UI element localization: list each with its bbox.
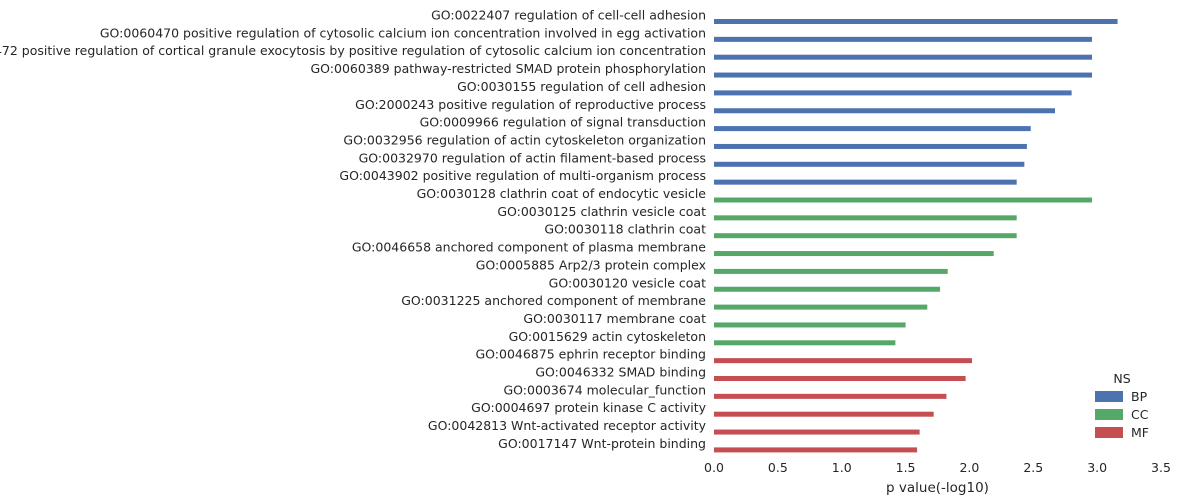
bar-bp <box>714 36 1093 42</box>
x-tick-label: 0.0 <box>704 460 724 475</box>
bar-cc <box>714 251 994 257</box>
legend-swatch-cc <box>1095 409 1123 420</box>
legend-title: NS <box>1113 371 1130 386</box>
bars-group <box>714 19 1118 453</box>
legend-label-mf: MF <box>1131 425 1149 440</box>
category-label: GO:0003674 molecular_function <box>503 382 706 397</box>
legend-label-cc: CC <box>1131 407 1149 422</box>
category-label: GO:0046658 anchored component of plasma … <box>352 240 706 255</box>
category-label: GO:0030125 clathrin vesicle coat <box>497 204 706 219</box>
bar-bp <box>714 72 1093 78</box>
category-labels: GO:0022407 regulation of cell-cell adhes… <box>0 8 707 451</box>
bar-mf <box>714 411 934 417</box>
category-label: GO:0060389 pathway-restricted SMAD prote… <box>310 61 706 76</box>
bar-bp <box>714 126 1031 132</box>
category-label: GO:0042813 Wnt-activated receptor activi… <box>428 418 707 433</box>
bar-bp <box>714 143 1027 149</box>
legend-swatch-bp <box>1095 391 1123 402</box>
x-tick-label: 0.5 <box>768 460 788 475</box>
bar-mf <box>714 429 920 435</box>
category-label: GO:0030118 clathrin coat <box>544 222 706 237</box>
bar-cc <box>714 215 1017 221</box>
legend-swatch-mf <box>1095 427 1123 438</box>
legend-label-bp: BP <box>1131 389 1148 404</box>
category-label: GO:0031225 anchored component of membran… <box>401 293 706 308</box>
bar-bp <box>714 108 1055 114</box>
category-label: GO:0060470 positive regulation of cytoso… <box>100 25 706 40</box>
category-label: GO:0046332 SMAD binding <box>535 365 706 380</box>
x-tick-label: 2.0 <box>959 460 979 475</box>
category-label: GO:0030155 regulation of cell adhesion <box>457 79 706 94</box>
bar-cc <box>714 197 1093 203</box>
legend: NS BP CC MF <box>1095 371 1149 440</box>
bar-cc <box>714 304 928 310</box>
x-tick-label: 1.5 <box>896 460 916 475</box>
bar-cc <box>714 340 896 346</box>
category-label: GO:0015629 actin cytoskeleton <box>509 329 706 344</box>
bar-bp <box>714 54 1093 60</box>
x-axis-ticks: 0.0 0.5 1.0 1.5 2.0 2.5 3.0 3.5 <box>704 460 1171 475</box>
x-axis-label: p value(-log10) <box>886 480 989 496</box>
category-label: GO:0022407 regulation of cell-cell adhes… <box>431 8 706 23</box>
bar-bp <box>714 90 1072 96</box>
x-tick-label: 2.5 <box>1023 460 1043 475</box>
bar-mf <box>714 393 947 399</box>
x-tick-label: 3.0 <box>1087 460 1107 475</box>
category-label: GO:0004697 protein kinase C activity <box>471 400 706 415</box>
bar-cc <box>714 233 1017 239</box>
category-label: GO:0046875 ephrin receptor binding <box>475 347 706 362</box>
bar-bp <box>714 19 1118 24</box>
bar-cc <box>714 268 948 274</box>
bar-cc <box>714 286 941 292</box>
category-label: GO:0017147 Wnt-protein binding <box>498 436 706 451</box>
category-label: GO:2000243 positive regulation of reprod… <box>355 97 706 112</box>
x-tick-label: 3.5 <box>1151 460 1171 475</box>
category-label: GO:0032956 regulation of actin cytoskele… <box>343 132 706 147</box>
category-label: GO:0009966 regulation of signal transduc… <box>420 115 706 130</box>
category-label: GO:0043902 positive regulation of multi-… <box>339 168 706 183</box>
bar-mf <box>714 447 918 453</box>
bar-mf <box>714 358 972 364</box>
bar-bp <box>714 161 1025 167</box>
category-label: GO:0030120 vesicle coat <box>549 275 706 290</box>
category-label: GO:0005885 Arp2/3 protein complex <box>476 257 706 272</box>
category-label: GO:0030128 clathrin coat of endocytic ve… <box>417 186 707 201</box>
category-label: GO:0032970 regulation of actin filament-… <box>359 150 706 165</box>
bar-bp <box>714 179 1017 185</box>
category-label: GO:0060472 positive regulation of cortic… <box>0 43 706 58</box>
x-tick-label: 1.0 <box>832 460 852 475</box>
bar-mf <box>714 376 966 381</box>
category-label: GO:0030117 membrane coat <box>523 311 706 326</box>
bar-cc <box>714 322 906 328</box>
